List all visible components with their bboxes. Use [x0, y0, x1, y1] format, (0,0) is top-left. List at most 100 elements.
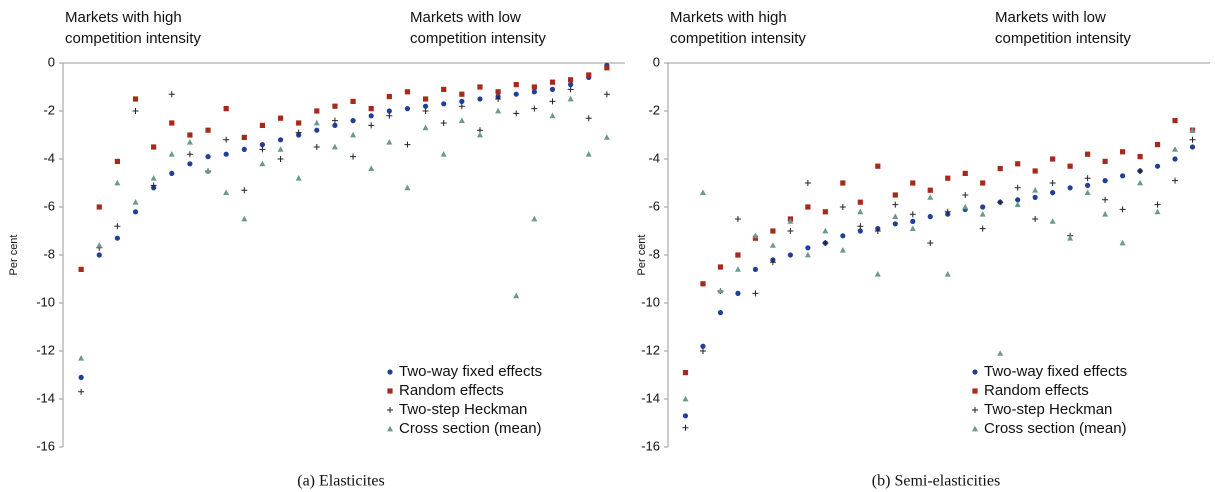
point — [241, 134, 247, 140]
point — [892, 213, 899, 219]
y-tick-label: -6 — [648, 198, 660, 213]
y-tick-label: -8 — [43, 246, 55, 261]
point — [804, 180, 811, 186]
point — [962, 203, 969, 210]
legend-marker — [387, 369, 393, 375]
point — [1119, 173, 1126, 179]
legend-marker — [387, 425, 393, 432]
point — [1102, 158, 1108, 164]
point — [997, 199, 1004, 206]
point — [513, 82, 519, 88]
point — [910, 218, 916, 224]
point — [259, 146, 266, 153]
point — [78, 374, 84, 380]
point — [350, 118, 356, 124]
point — [241, 215, 248, 222]
point — [1015, 197, 1021, 203]
point — [313, 119, 320, 126]
point — [1154, 208, 1161, 215]
point — [78, 355, 85, 361]
point — [1172, 177, 1179, 184]
point — [1067, 185, 1073, 191]
point — [114, 158, 120, 164]
point — [259, 122, 266, 128]
point — [700, 281, 706, 287]
point — [927, 187, 933, 193]
legend-label: Cross section (mean) — [399, 420, 542, 437]
point — [314, 127, 320, 133]
point — [892, 221, 898, 227]
point — [458, 103, 465, 110]
point — [787, 228, 794, 234]
point — [1085, 151, 1091, 157]
point — [603, 91, 610, 98]
legend-marker — [387, 388, 393, 394]
y-tick-label: -14 — [641, 390, 660, 405]
point — [368, 106, 374, 112]
point — [567, 86, 574, 93]
point — [295, 129, 302, 136]
point — [549, 98, 556, 105]
point — [495, 107, 502, 114]
point — [187, 132, 193, 138]
point — [603, 134, 610, 140]
y-tick-label: -2 — [648, 102, 660, 117]
point — [927, 214, 933, 220]
point — [1067, 163, 1073, 169]
point — [132, 96, 139, 102]
legend-label: Random effects — [399, 382, 504, 399]
point — [549, 112, 556, 119]
point — [752, 266, 759, 272]
point — [997, 166, 1003, 172]
point — [1015, 161, 1021, 167]
point — [1102, 196, 1109, 203]
point — [531, 215, 538, 222]
point — [1032, 216, 1039, 222]
point — [513, 91, 519, 97]
point — [350, 153, 357, 160]
point — [78, 266, 84, 272]
point — [874, 228, 881, 234]
point — [927, 240, 934, 246]
point — [549, 86, 556, 92]
point — [114, 235, 120, 241]
point — [531, 84, 537, 90]
point — [441, 86, 447, 92]
point — [422, 108, 429, 114]
point — [404, 184, 411, 191]
point — [386, 139, 393, 145]
point — [839, 204, 846, 210]
point — [350, 131, 357, 138]
point — [169, 170, 175, 176]
y-tick-label: -12 — [36, 342, 55, 357]
legend-marker — [972, 425, 978, 432]
point — [440, 120, 447, 126]
point — [1049, 218, 1056, 224]
point — [787, 218, 794, 224]
point — [586, 72, 592, 78]
point — [910, 180, 916, 186]
y-tick-label: -10 — [641, 294, 660, 309]
point — [314, 108, 320, 114]
point — [770, 228, 776, 234]
point — [1014, 184, 1021, 191]
point — [277, 156, 284, 162]
point — [840, 180, 846, 186]
point — [114, 223, 121, 230]
y-axis-label: Per cent — [8, 235, 20, 276]
point — [997, 350, 1004, 356]
point — [717, 310, 724, 316]
y-tick-label: -4 — [43, 150, 55, 165]
point — [458, 117, 465, 123]
point — [1119, 149, 1126, 155]
y-tick-label: -16 — [36, 438, 55, 453]
point — [477, 84, 483, 90]
legend-label: Two-way fixed effects — [399, 363, 542, 380]
annotation: competition intensity — [995, 30, 1131, 47]
point — [962, 192, 969, 198]
point — [752, 235, 759, 241]
point — [277, 146, 284, 152]
point — [1172, 118, 1178, 124]
point — [682, 370, 689, 376]
